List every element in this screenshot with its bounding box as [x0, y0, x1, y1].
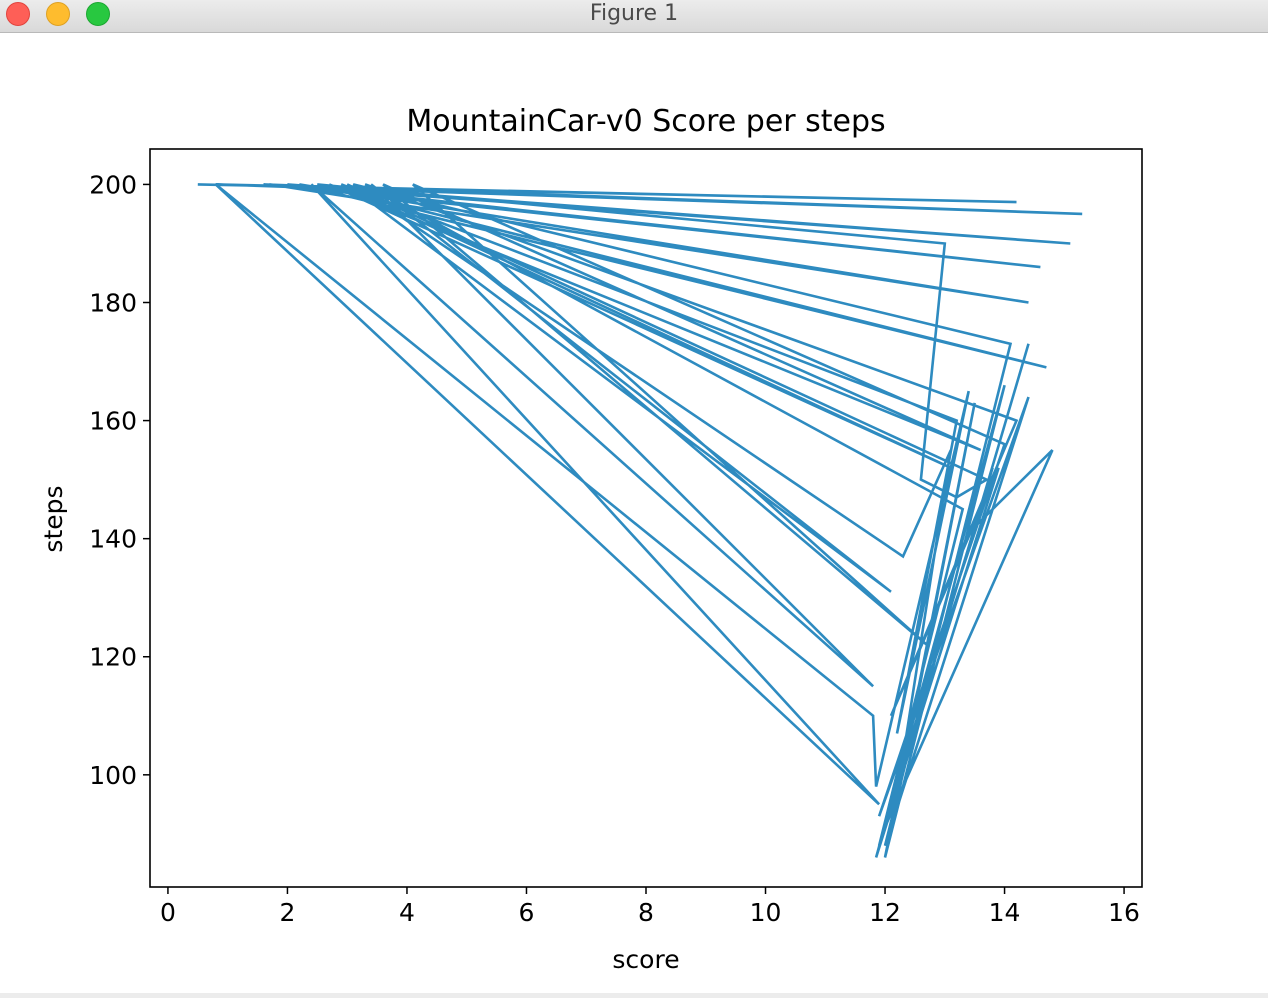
x-tick-label: 14	[989, 898, 1021, 927]
y-axis-label: steps	[39, 485, 68, 552]
y-tick-label: 160	[89, 407, 137, 436]
window-titlebar: Figure 1	[0, 0, 1268, 33]
figure-canvas: MountainCar-v0 Score per steps 0 2 4 6 8 10 12…	[0, 33, 1268, 993]
y-tick-label: 100	[89, 761, 137, 790]
chart-background	[0, 33, 1268, 993]
x-axis-label: score	[612, 945, 679, 974]
window-bottom-edge	[0, 993, 1268, 998]
x-tick-label: 16	[1108, 898, 1140, 927]
x-tick-label: 0	[160, 898, 176, 927]
x-tick-label: 2	[279, 898, 295, 927]
x-tick-label: 8	[638, 898, 654, 927]
line-chart: MountainCar-v0 Score per steps 0 2 4 6 8 10 12…	[0, 33, 1268, 993]
y-tick-label: 140	[89, 525, 137, 554]
y-tick-label: 120	[89, 643, 137, 672]
series-line-0	[197, 183, 1083, 858]
y-tick-label: 200	[89, 170, 137, 199]
minimize-window-button[interactable]	[46, 2, 70, 26]
chart-title: MountainCar-v0 Score per steps	[406, 104, 885, 139]
x-tick-label: 10	[750, 898, 782, 927]
y-tick-label: 180	[89, 289, 137, 318]
close-window-button[interactable]	[6, 2, 30, 26]
x-tick-label: 12	[869, 898, 901, 927]
window-title: Figure 1	[589, 1, 679, 26]
x-tick-label: 6	[519, 898, 535, 927]
x-tick-label: 4	[399, 898, 415, 927]
zoom-window-button[interactable]	[86, 2, 110, 26]
